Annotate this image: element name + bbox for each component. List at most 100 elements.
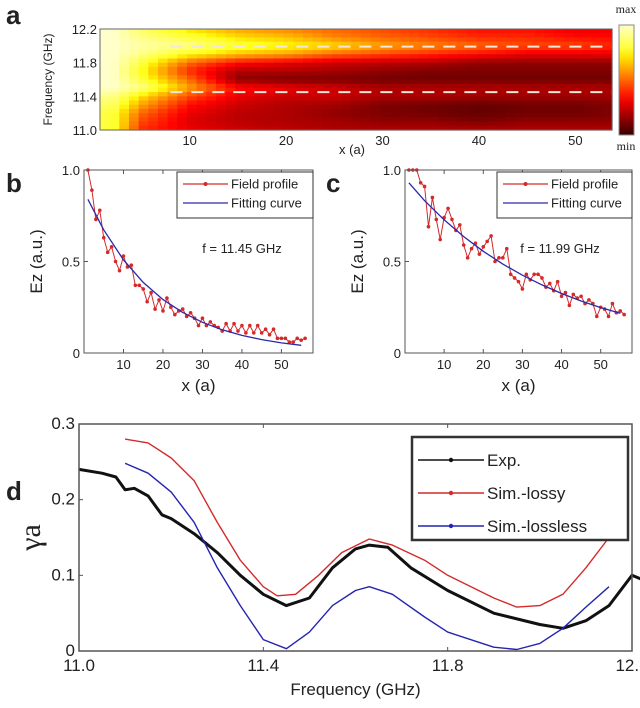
legend-box (176, 171, 314, 219)
heatmap-cell (389, 50, 401, 55)
heatmap-cell (360, 117, 372, 123)
heatmap-cell (196, 79, 207, 85)
data-point (567, 303, 572, 308)
heatmap-cell (196, 125, 207, 131)
panel-label-c: c (326, 168, 340, 198)
heatmap-cell (573, 71, 584, 76)
heatmap-cell (244, 66, 256, 72)
heatmap-cell (525, 96, 536, 102)
heatmap-cell (428, 29, 439, 34)
heatmap-cell (215, 87, 227, 93)
heatmap-cell (196, 87, 207, 93)
heatmap-cell (496, 71, 507, 76)
heatmap-cell (167, 108, 178, 114)
heatmap-cell (244, 113, 256, 118)
heatmap-cell (109, 75, 120, 81)
heatmap-cell (583, 33, 594, 39)
heatmap-cell (273, 108, 285, 114)
data-point (594, 314, 599, 319)
heatmap-cell (312, 117, 323, 123)
data-point (489, 234, 493, 238)
heatmap-cell (573, 121, 584, 127)
heatmap-cell (525, 75, 536, 81)
heatmap-cell (476, 117, 488, 123)
heatmap-cell (447, 41, 459, 47)
data-point (497, 256, 501, 260)
heatmap-cell (525, 92, 536, 97)
heatmap-cell (264, 79, 275, 85)
heatmap-cell (534, 45, 545, 51)
data-point (524, 272, 529, 277)
heatmap-cell (351, 79, 362, 85)
heatmap-cell (457, 50, 468, 55)
heatmap-cell (447, 96, 459, 102)
heatmap-cell (563, 100, 574, 106)
heatmap-cell (167, 100, 178, 106)
heatmap-cell (380, 79, 391, 85)
heatmap-cell (293, 50, 304, 55)
heatmap-cell (244, 62, 256, 68)
heatmap-cell (157, 54, 169, 60)
heatmap-cell (100, 54, 111, 60)
heatmap-cell (380, 108, 391, 114)
x-tick-label: 50 (274, 357, 288, 372)
heatmap-cell (438, 54, 449, 60)
heatmap-cell (534, 125, 545, 131)
heatmap-cell (302, 108, 314, 114)
heatmap-cell (525, 79, 536, 85)
x-tick-label: 20 (476, 357, 490, 372)
heatmap-cell (554, 29, 565, 34)
heatmap-cell (302, 83, 314, 89)
heatmap-cell (438, 66, 449, 72)
data-point (563, 290, 568, 295)
heatmap-cell (225, 75, 236, 81)
heatmap-cell (206, 75, 217, 81)
heatmap-cell (157, 58, 169, 64)
heatmap-cell (467, 66, 478, 72)
data-point (291, 340, 296, 344)
heatmap-cell (341, 58, 352, 64)
legend-label: Sim.-lossy (487, 484, 566, 503)
heatmap-cell (138, 104, 149, 110)
heatmap-cell (467, 117, 478, 123)
heatmap-cell (505, 54, 516, 60)
heatmap-cell (351, 29, 362, 34)
heatmap-cell (486, 83, 497, 89)
heatmap-cell (525, 37, 536, 43)
heatmap-cell (486, 62, 497, 68)
heatmap-cell (138, 75, 149, 81)
heatmap-cell (293, 45, 304, 51)
heatmap-cell (128, 41, 140, 47)
heatmap-cell (167, 29, 178, 34)
heatmap-cell (554, 45, 565, 51)
heatmap-cell (331, 29, 343, 34)
heatmap-cell (351, 104, 362, 110)
heatmap-cell (264, 87, 275, 93)
heatmap-cell (360, 87, 372, 93)
heatmap-cell (109, 50, 120, 55)
heatmap-cell (360, 100, 372, 106)
heatmap-cell (438, 37, 449, 43)
heatmap-cell (399, 37, 410, 43)
legend-box (496, 171, 633, 219)
heatmap-cell (447, 54, 459, 60)
heatmap-cell (515, 66, 526, 72)
heatmap (100, 29, 613, 131)
heatmap-cell (476, 79, 488, 85)
heatmap-cell (206, 108, 217, 114)
data-point (113, 259, 118, 264)
heatmap-cell (438, 41, 449, 47)
heatmap-cell (196, 104, 207, 110)
heatmap-cell (128, 125, 140, 131)
heatmap-cell (312, 75, 323, 81)
heatmap-cell (225, 83, 236, 89)
heatmap-cell (312, 50, 323, 55)
heatmap-cell (235, 71, 246, 76)
heatmap-cell (283, 75, 294, 81)
heatmap-cell (418, 121, 430, 127)
heatmap-cell (602, 54, 613, 60)
heatmap-cell (293, 104, 304, 110)
heatmap-cell (418, 33, 430, 39)
heatmap-cell (186, 87, 198, 93)
heatmap-cell (457, 100, 468, 106)
